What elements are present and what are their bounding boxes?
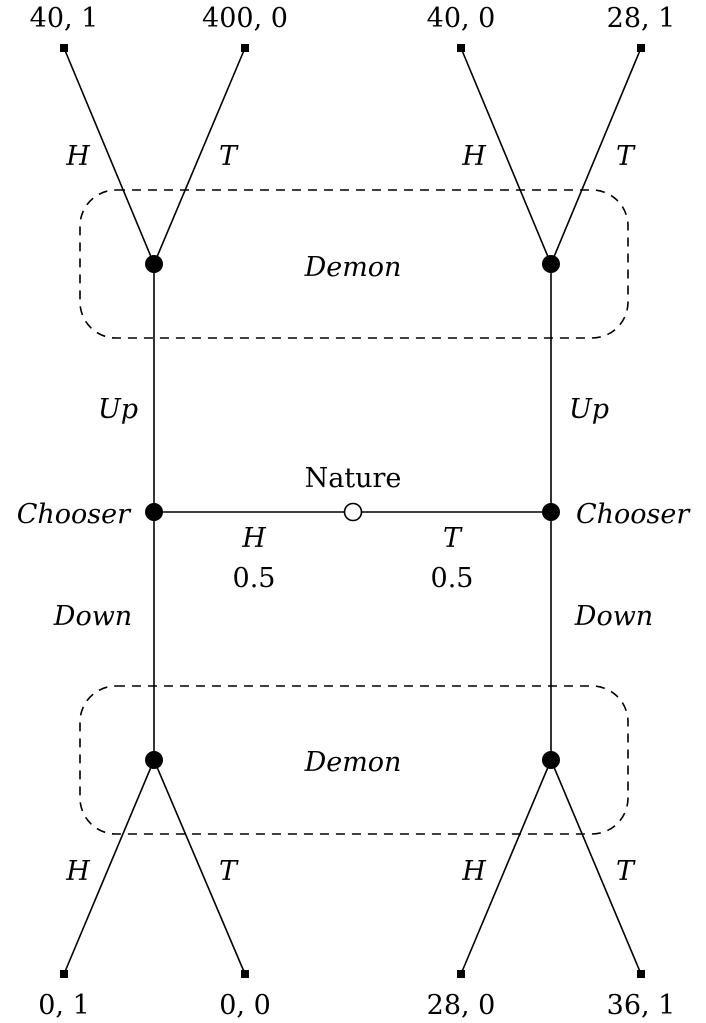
chooser-left-up-label: Up — [98, 394, 138, 425]
demon-top-right-tails-label: T — [616, 141, 636, 172]
demon-bottom-right-tails-edge — [550, 759, 642, 975]
chooser-right-down-label: Down — [574, 601, 653, 632]
demon-bottom-left-heads-edge — [63, 759, 155, 975]
demon-bottom-right-node — [542, 751, 560, 769]
chooser-left-node — [145, 503, 163, 521]
demon-top-left-node — [145, 255, 163, 273]
nature-tails-label: T — [443, 523, 463, 554]
payoff-top-4: 28, 1 — [607, 3, 676, 34]
terminal-node — [637, 44, 645, 52]
payoff-bottom-1: 0, 1 — [38, 990, 90, 1021]
demon-bottom-left-tails-label: T — [219, 856, 239, 887]
demon-information-set-top — [79, 189, 629, 339]
nature-tails-probability: 0.5 — [431, 563, 474, 594]
terminal-node — [637, 970, 645, 978]
payoff-bottom-4: 36, 1 — [607, 990, 676, 1021]
nature-heads-label: H — [241, 523, 266, 554]
nature-heads-probability: 0.5 — [233, 563, 276, 594]
demon-top-left-heads-label: H — [65, 141, 90, 172]
nature-label: Nature — [305, 463, 402, 494]
payoff-bottom-3: 28, 0 — [427, 990, 496, 1021]
demon-top-right-tails-edge — [550, 47, 642, 265]
demon-bottom-right-heads-label: H — [461, 856, 486, 887]
terminal-node — [241, 970, 249, 978]
demon-top-right-node — [542, 255, 560, 273]
payoff-top-3: 40, 0 — [427, 3, 496, 34]
demon-bottom-left-node — [145, 751, 163, 769]
payoff-top-2: 400, 0 — [202, 3, 288, 34]
demon-top-left-tails-edge — [153, 47, 246, 265]
demon-bottom-left-tails-edge — [153, 759, 246, 975]
demon-information-set-bottom — [79, 685, 629, 835]
nature-node — [343, 502, 363, 522]
demon-top-left-tails-label: T — [219, 141, 239, 172]
chooser-right-label: Chooser — [576, 499, 691, 530]
demon-bottom-right-tails-label: T — [616, 856, 636, 887]
demon-top-label: Demon — [304, 252, 402, 283]
demon-bottom-right-heads-edge — [460, 759, 552, 975]
terminal-node — [241, 44, 249, 52]
terminal-node — [457, 970, 465, 978]
chooser-right-up-label: Up — [569, 394, 609, 425]
demon-bottom-label: Demon — [304, 747, 402, 778]
terminal-node — [60, 44, 68, 52]
demon-bottom-left-heads-label: H — [65, 856, 90, 887]
chooser-left-down-label: Down — [53, 601, 132, 632]
chooser-left-label: Chooser — [17, 499, 132, 530]
demon-top-right-heads-edge — [460, 47, 552, 265]
demon-top-left-heads-edge — [63, 47, 155, 265]
terminal-node — [457, 44, 465, 52]
payoff-bottom-2: 0, 0 — [219, 990, 271, 1021]
chooser-right-node — [542, 503, 560, 521]
payoff-top-1: 40, 1 — [30, 3, 99, 34]
demon-top-right-heads-label: H — [461, 141, 486, 172]
terminal-node — [60, 970, 68, 978]
